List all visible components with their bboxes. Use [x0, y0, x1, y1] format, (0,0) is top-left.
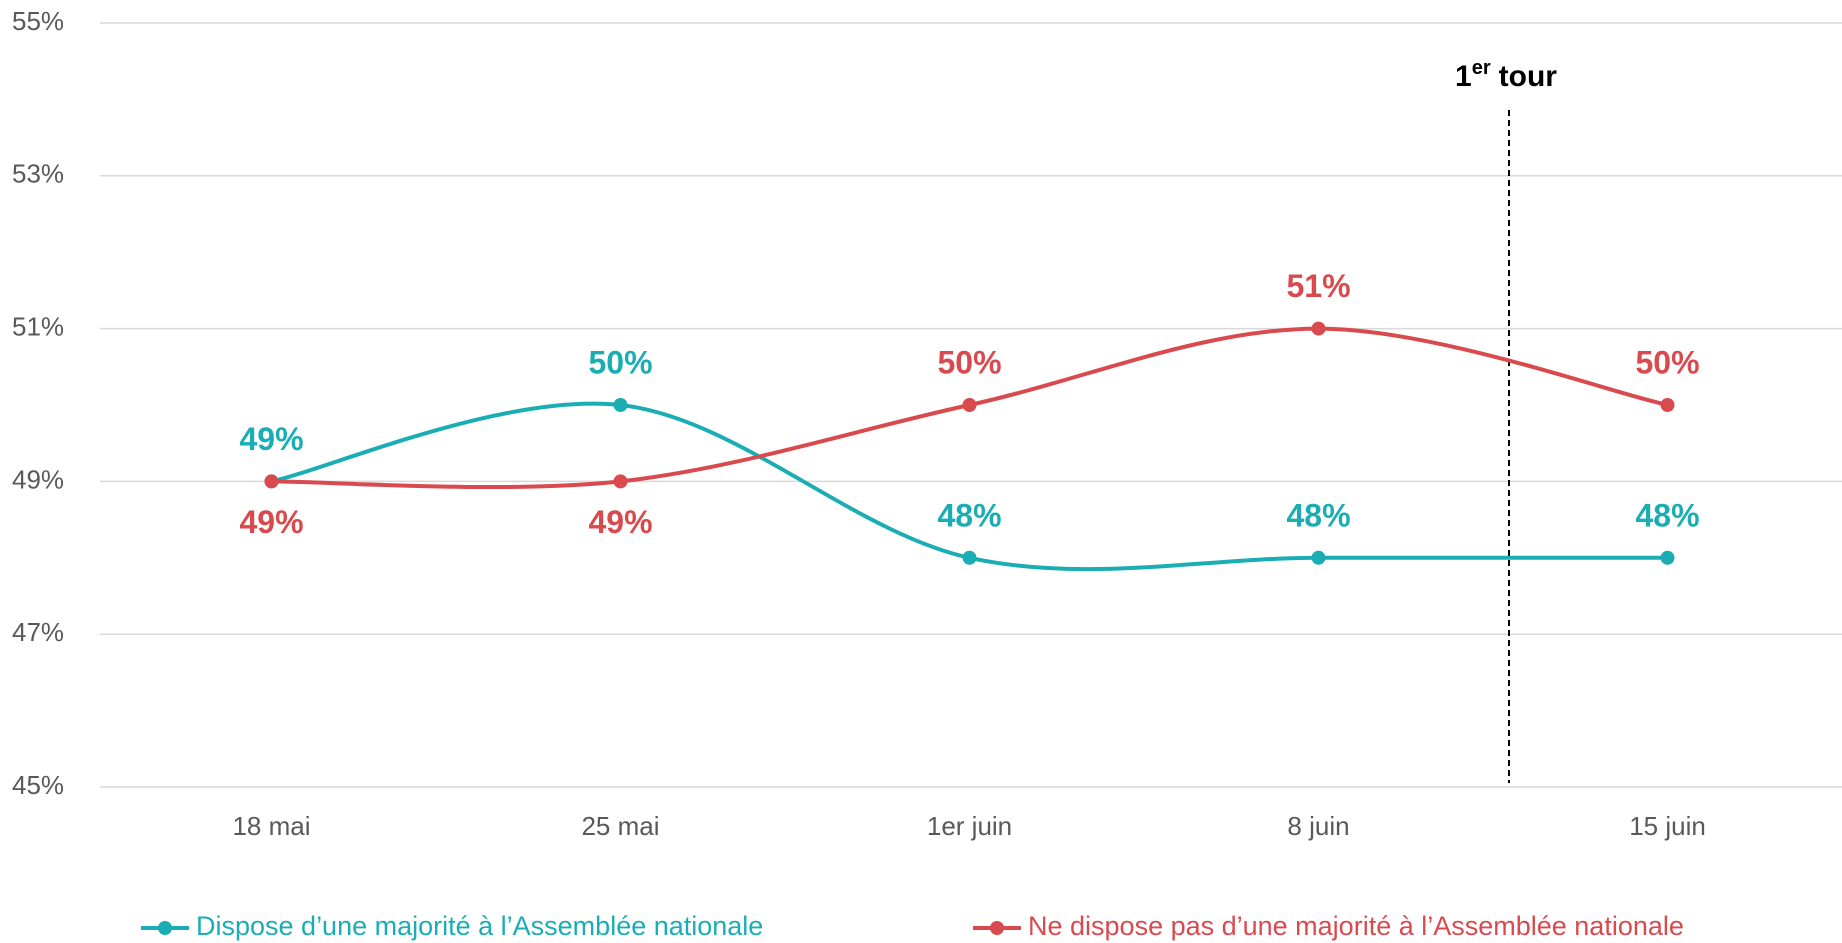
- data-label: 51%: [1286, 268, 1350, 304]
- y-tick-label: 45%: [12, 770, 64, 800]
- y-tick-label: 51%: [12, 311, 64, 341]
- data-point: [962, 398, 977, 412]
- x-tick-label: 18 mai: [232, 811, 310, 841]
- data-label: 48%: [1286, 497, 1350, 533]
- data-label: 49%: [239, 504, 303, 540]
- annotation-number: 1: [1455, 60, 1472, 93]
- x-tick-label: 1er juin: [927, 811, 1012, 841]
- data-label: 50%: [1635, 344, 1699, 380]
- data-point: [1660, 550, 1675, 565]
- data-point: [613, 398, 628, 412]
- annotation-text: tour: [1499, 60, 1558, 93]
- annotation-superscript: er: [1472, 57, 1491, 79]
- data-point: [1311, 321, 1326, 336]
- data-point: [1660, 398, 1675, 412]
- data-label: 50%: [937, 344, 1001, 380]
- legend-marker: [158, 921, 172, 935]
- legend-label: Dispose d’une majorité à l’Assemblée nat…: [196, 911, 763, 941]
- y-tick-label: 47%: [12, 617, 64, 647]
- data-point: [264, 474, 279, 489]
- x-tick-label: 8 juin: [1287, 811, 1349, 841]
- data-label: 48%: [937, 497, 1001, 533]
- y-tick-label: 55%: [12, 6, 64, 36]
- data-point: [1311, 550, 1326, 565]
- y-tick-label: 49%: [12, 464, 64, 494]
- y-tick-label: 53%: [12, 159, 64, 189]
- legend-label: Ne dispose pas d’une majorité à l’Assemb…: [1028, 911, 1684, 941]
- data-label: 49%: [588, 504, 652, 540]
- data-label: 49%: [239, 421, 303, 457]
- data-label: 48%: [1635, 497, 1699, 533]
- x-tick-label: 15 juin: [1629, 811, 1706, 841]
- legend-marker: [990, 921, 1004, 935]
- data-point: [613, 474, 628, 489]
- annotation: 1er tour: [1455, 57, 1557, 93]
- x-tick-label: 25 mai: [581, 811, 659, 841]
- data-label: 50%: [588, 344, 652, 380]
- data-point: [962, 550, 977, 565]
